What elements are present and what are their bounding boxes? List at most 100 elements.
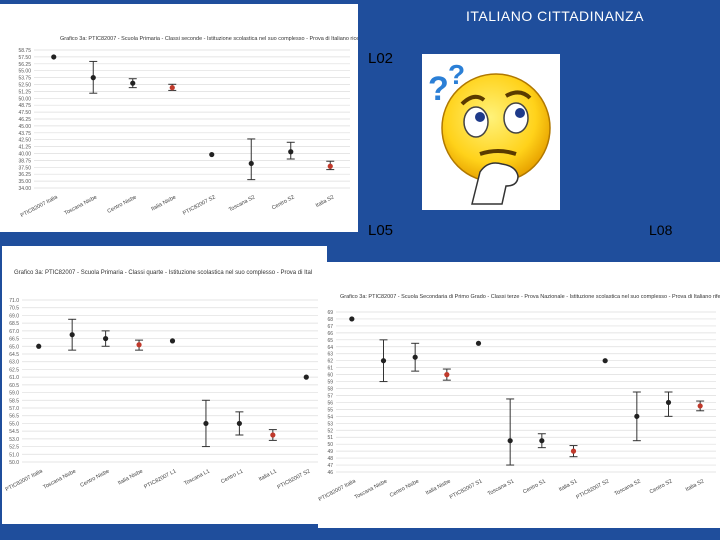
y-tick-label: 37.50 xyxy=(18,165,31,171)
data-point xyxy=(36,343,42,349)
y-tick-label: 65.0 xyxy=(9,344,19,350)
y-tick-label: 58 xyxy=(327,387,333,393)
x-category-label: Centro Nisbe xyxy=(79,468,110,488)
data-point xyxy=(380,358,387,364)
x-category-label: Toscana S2 xyxy=(614,478,642,497)
data-point xyxy=(203,420,209,427)
y-tick-label: 47.50 xyxy=(18,110,31,116)
x-category-label: PTIC82007 Italia xyxy=(20,194,60,219)
data-point xyxy=(444,372,450,378)
chart-panel-l08: Grafico 3a: PTIC82007 - Scuola Secondari… xyxy=(318,262,720,528)
data-point xyxy=(209,151,215,158)
x-category-label: Italia S2 xyxy=(685,478,705,493)
y-tick-label: 53.75 xyxy=(18,76,31,82)
y-tick-label: 59 xyxy=(327,380,333,386)
x-category-label: PTIC82007 S1 xyxy=(449,478,484,500)
y-tick-label: 50.00 xyxy=(18,96,31,102)
y-tick-label: 41.25 xyxy=(18,145,31,151)
y-tick-label: 69.0 xyxy=(9,313,19,319)
y-tick-label: 35.00 xyxy=(18,179,31,185)
chart-title: Grafico 3a: PTIC82007 - Scuola Secondari… xyxy=(340,294,720,300)
data-point xyxy=(136,342,142,348)
x-category-label: Italia Nisbe xyxy=(425,478,452,496)
y-tick-label: 58.75 xyxy=(18,48,31,54)
y-tick-label: 62 xyxy=(327,359,333,365)
x-category-label: Centro S2 xyxy=(271,194,296,211)
x-category-label: Toscana S1 xyxy=(487,478,515,497)
y-tick-label: 51.0 xyxy=(9,452,19,458)
y-tick-label: 54.5 xyxy=(9,429,19,435)
y-tick-label: 45.00 xyxy=(18,124,31,130)
x-category-label: Toscana Nisbe xyxy=(64,194,99,216)
y-tick-label: 69 xyxy=(327,310,333,316)
y-tick-label: 63.0 xyxy=(9,360,19,366)
x-category-label: Italia Nisbe xyxy=(150,194,177,212)
x-category-label: PTIC82007 Italia xyxy=(5,468,45,493)
data-point xyxy=(475,340,482,346)
data-point xyxy=(539,438,545,444)
y-tick-label: 63 xyxy=(327,352,333,358)
y-tick-label: 53 xyxy=(327,421,333,427)
y-tick-label: 40.00 xyxy=(18,152,31,158)
data-point xyxy=(236,420,242,427)
data-point xyxy=(169,338,176,344)
y-tick-label: 64 xyxy=(327,345,333,351)
y-tick-label: 65 xyxy=(327,338,333,344)
data-point xyxy=(51,54,57,60)
chart-panel-l05: Grafico 3a: PTIC82007 - Scuola Primaria … xyxy=(2,246,327,524)
y-tick-label: 52.5 xyxy=(9,445,19,451)
y-tick-label: 61.0 xyxy=(9,375,19,381)
data-point xyxy=(570,448,577,454)
y-tick-label: 60 xyxy=(327,373,333,379)
code-label-l08: L08 xyxy=(649,222,673,238)
y-tick-label: 62.5 xyxy=(9,367,19,373)
y-tick-label: 52.50 xyxy=(18,83,31,89)
svg-text:?: ? xyxy=(448,59,465,90)
emoji-box: ? ? xyxy=(422,54,560,210)
y-tick-label: 43.75 xyxy=(18,131,31,137)
y-tick-label: 38.75 xyxy=(18,158,31,164)
x-category-label: Italia L1 xyxy=(258,468,278,482)
x-category-label: Toscana L1 xyxy=(183,468,211,487)
y-tick-label: 50.0 xyxy=(9,460,19,466)
chart-l05: Grafico 3a: PTIC82007 - Scuola Primaria … xyxy=(5,270,323,493)
y-tick-label: 57.0 xyxy=(9,406,19,412)
y-tick-label: 55.00 xyxy=(18,69,31,75)
x-category-label: Centro L1 xyxy=(220,468,244,485)
y-tick-label: 48.75 xyxy=(18,103,31,109)
x-category-label: Italia S1 xyxy=(558,478,578,493)
data-point xyxy=(169,85,175,91)
x-category-label: Toscana Nisbe xyxy=(354,478,389,500)
y-tick-label: 55 xyxy=(327,407,333,413)
data-point xyxy=(103,335,109,342)
data-point xyxy=(665,399,672,406)
data-point xyxy=(327,163,333,169)
x-category-label: PTIC82007 Italia xyxy=(318,478,358,503)
chart-l02: Grafico 3a: PTIC82007 - Scuola Primaria … xyxy=(18,36,358,219)
chart-panel-l02: Grafico 3a: PTIC82007 - Scuola Primaria … xyxy=(0,4,358,232)
data-point xyxy=(412,354,418,360)
y-tick-label: 67.0 xyxy=(9,329,19,335)
slide-title: ITALIANO CITTADINANZA xyxy=(466,8,644,24)
y-tick-label: 68 xyxy=(327,317,333,323)
y-tick-label: 66.5 xyxy=(9,337,19,343)
chart-title: Grafico 3a: PTIC82007 - Scuola Primaria … xyxy=(14,270,312,276)
y-tick-label: 70.5 xyxy=(9,306,19,312)
y-tick-label: 47 xyxy=(327,463,333,469)
data-point xyxy=(602,358,608,364)
data-point xyxy=(634,413,640,419)
x-category-label: Toscana S2 xyxy=(228,194,256,213)
data-point xyxy=(248,160,254,167)
y-tick-label: 36.25 xyxy=(18,172,31,178)
y-tick-label: 67 xyxy=(327,324,333,330)
x-category-label: Italia Nisbe xyxy=(117,468,144,486)
y-tick-label: 51.25 xyxy=(18,89,31,95)
y-tick-label: 64.5 xyxy=(9,352,19,358)
y-tick-label: 56.5 xyxy=(9,414,19,420)
data-point xyxy=(90,75,96,81)
x-category-label: Centro S2 xyxy=(649,478,674,495)
svg-text:?: ? xyxy=(428,70,449,108)
x-category-label: Centro S1 xyxy=(522,478,547,495)
x-category-label: PTIC82007 S2 xyxy=(575,478,610,500)
y-tick-label: 52 xyxy=(327,428,333,434)
